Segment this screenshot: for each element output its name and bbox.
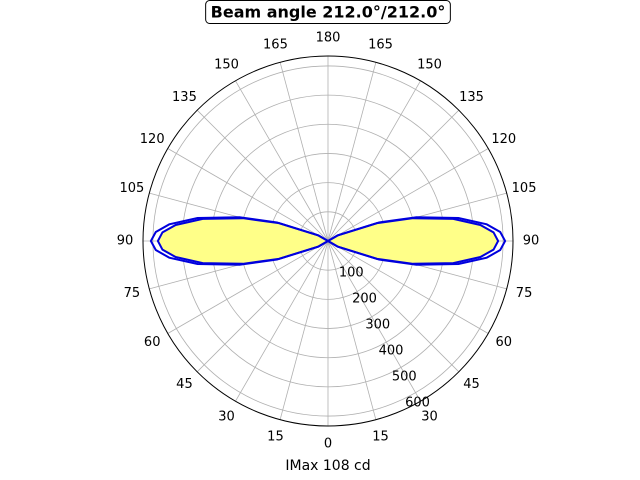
title-box [205, 0, 451, 24]
angle-tick-label: 135 [459, 90, 484, 105]
grid-spoke [327, 240, 460, 373]
grid-spoke [279, 240, 329, 420]
grid-spoke [196, 109, 329, 242]
grid-spoke [327, 109, 460, 242]
angle-tick-label: 105 [120, 181, 145, 196]
angle-tick-label: 45 [463, 377, 480, 392]
angle-tick-label: 90 [523, 234, 540, 249]
radial-tick-label: 100 [339, 265, 364, 280]
chart-title: Beam angle 212.0°/212.0° [211, 3, 446, 22]
angle-tick-label: 90 [117, 234, 134, 249]
polar-frame [142, 55, 514, 427]
grid-spoke [327, 240, 421, 402]
grid-spoke [235, 240, 329, 402]
angle-tick-label: 30 [218, 409, 235, 424]
grid-spoke [327, 240, 377, 420]
angle-tick-label: 15 [267, 430, 284, 445]
grid-spoke [327, 240, 489, 334]
series-line [156, 217, 500, 265]
grid-spoke [167, 240, 329, 334]
angle-tick-label: 75 [124, 286, 141, 301]
angle-tick-label: 150 [214, 58, 239, 73]
angle-tick-label: 180 [316, 31, 341, 46]
radial-tick-label: 400 [379, 343, 404, 358]
angle-tick-label: 120 [140, 132, 165, 147]
angle-tick-label: 165 [263, 37, 288, 52]
grid-spoke [327, 148, 489, 242]
grid-spoke [196, 240, 329, 373]
angle-tick-label: 15 [372, 430, 389, 445]
angle-tick-label: 150 [417, 58, 442, 73]
radial-tick-label: 300 [365, 317, 390, 332]
radial-tick-label: 500 [392, 369, 417, 384]
grid-spoke [327, 62, 377, 242]
radial-tick-label: 200 [352, 291, 377, 306]
angle-tick-label: 105 [512, 181, 537, 196]
grid-spoke [167, 148, 329, 242]
angle-tick-label: 135 [172, 90, 197, 105]
grid-spoke [235, 80, 329, 242]
angle-tick-label: 45 [176, 377, 193, 392]
angle-tick-label: 75 [516, 286, 533, 301]
angle-tick-label: 60 [496, 335, 513, 350]
x-axis-label: IMax 108 cd [285, 458, 370, 474]
angle-tick-label: 120 [491, 132, 516, 147]
angle-tick-label: 165 [368, 37, 393, 52]
angle-tick-label: 0 [324, 437, 332, 452]
angle-tick-label: 60 [144, 335, 161, 350]
grid-spoke [327, 80, 421, 242]
radial-tick-label: 600 [405, 395, 430, 410]
angle-tick-label: 30 [421, 409, 438, 424]
grid-spoke [279, 62, 329, 242]
